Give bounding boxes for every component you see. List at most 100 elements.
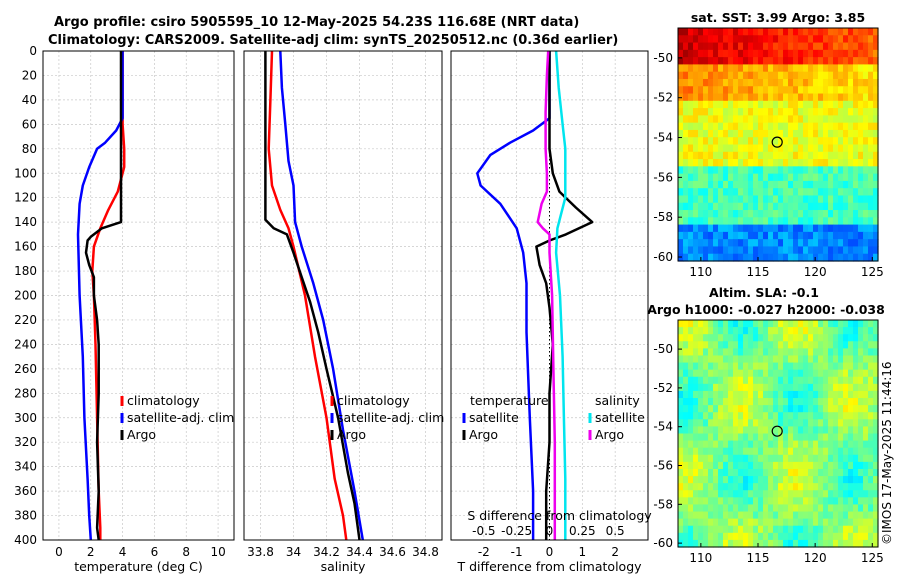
sla_map-cell	[763, 390, 769, 399]
sla_map-cell	[813, 490, 819, 498]
sla_map-cell	[798, 511, 804, 520]
sst_map-cell	[713, 108, 719, 116]
sst_map-cell	[828, 151, 834, 160]
sst_map-cell	[783, 217, 789, 226]
sla_map-cell	[683, 433, 689, 442]
sla_map-cell	[748, 320, 754, 328]
sla_map-cell	[768, 440, 774, 449]
sst_map-cell	[693, 217, 699, 226]
sla_map-cell	[713, 483, 719, 491]
sst_map-cell	[838, 93, 844, 102]
sst_map-cell	[763, 78, 769, 87]
sst_map-cell	[853, 210, 859, 218]
sst_map-cell	[683, 78, 689, 87]
sla_map-cell	[703, 468, 709, 477]
sla_map-cell	[693, 490, 699, 498]
temperature-xtick: 4	[119, 545, 127, 559]
sla_map-cell	[868, 504, 874, 513]
sla_map-cell	[748, 341, 754, 349]
sla_map-cell	[733, 490, 739, 498]
sla_map-cell	[783, 398, 789, 406]
sla_map-cell	[728, 398, 734, 406]
sla_map-cell	[798, 327, 804, 335]
sst_map-cell	[768, 57, 774, 66]
sst_map-cell	[713, 253, 719, 262]
sla_map-xtick: 115	[747, 551, 770, 565]
sst_map-cell	[753, 93, 759, 102]
sla_map-cell	[843, 383, 849, 392]
sla_map-cell	[813, 532, 819, 541]
sla_map-cell	[833, 334, 839, 342]
sla_map-cell	[708, 461, 714, 470]
sla_map-cell	[778, 390, 784, 399]
sla_map-cell	[743, 440, 749, 449]
sla_map-cell	[813, 320, 819, 328]
sst_map-cell	[783, 78, 789, 87]
sla_map-cell	[798, 341, 804, 349]
sst_map-cell	[818, 35, 824, 44]
sst_map-cell	[678, 188, 684, 197]
sst_map-cell	[678, 137, 684, 146]
sla_map-cell	[748, 490, 754, 498]
sla_map-cell	[743, 376, 749, 385]
sla_map-cell	[763, 447, 769, 456]
sst_map-cell	[733, 93, 739, 102]
sst_map-cell	[838, 239, 844, 248]
sla_map-cell	[678, 490, 684, 498]
sla_map-cell	[848, 433, 854, 442]
sst_map-cell	[723, 239, 729, 248]
sst_map-cell	[703, 239, 709, 248]
sla_map-cell	[718, 327, 724, 335]
sst_map-cell	[848, 180, 854, 189]
sla_map-cell	[833, 518, 839, 527]
sla_map-cell	[868, 461, 874, 470]
sla_map-cell	[723, 532, 729, 541]
sla_map-cell	[813, 355, 819, 364]
sla_map-cell	[698, 518, 704, 527]
sla_map-cell	[858, 476, 864, 484]
sla_map-cell	[813, 433, 819, 442]
sla_map-cell	[728, 447, 734, 456]
sla_map-cell	[718, 426, 724, 435]
sla_map-cell	[858, 362, 864, 371]
sst_map-cell	[788, 108, 794, 116]
sst_map-cell	[703, 49, 709, 58]
sst_map-cell	[713, 28, 719, 36]
sst_map-cell	[813, 166, 819, 175]
sla_map-cell	[688, 390, 694, 399]
sla_map-cell	[823, 383, 829, 392]
sla_map-cell	[808, 440, 814, 449]
sla_map-cell	[683, 476, 689, 484]
sla_map-cell	[728, 525, 734, 534]
sst_map-cell	[723, 210, 729, 218]
sla_map-cell	[858, 483, 864, 491]
sst_map-cell	[858, 224, 864, 233]
sst_map-cell	[698, 78, 704, 87]
sst_map-cell	[783, 115, 789, 124]
sla_map-cell	[688, 532, 694, 541]
sst_map-cell	[793, 35, 799, 44]
depth-ytick: 340	[14, 460, 37, 474]
sla_map-cell	[758, 525, 764, 534]
sla_map-cell	[843, 504, 849, 513]
sst_map-cell	[718, 49, 724, 58]
sst_map-cell	[713, 78, 719, 87]
sst_map-cell	[693, 173, 699, 182]
sst_map-cell	[788, 173, 794, 182]
sla_map-cell	[703, 490, 709, 498]
sla_map-cell	[833, 497, 839, 506]
sst_map-cell	[848, 253, 854, 262]
sst_map-cell	[733, 137, 739, 146]
sla_map-cell	[818, 348, 824, 357]
sst_map-cell	[713, 224, 719, 233]
sla_map-cell	[813, 398, 819, 406]
sst_map-cell	[688, 93, 694, 102]
sla_map-cell	[703, 334, 709, 342]
sst_map-cell	[723, 57, 729, 66]
sla_map-cell	[848, 320, 854, 328]
sst_map-cell	[693, 49, 699, 58]
sst_map-cell	[848, 224, 854, 233]
sla_map-cell	[843, 390, 849, 399]
sla_map-cell	[723, 320, 729, 328]
sst_map-cell	[793, 151, 799, 160]
